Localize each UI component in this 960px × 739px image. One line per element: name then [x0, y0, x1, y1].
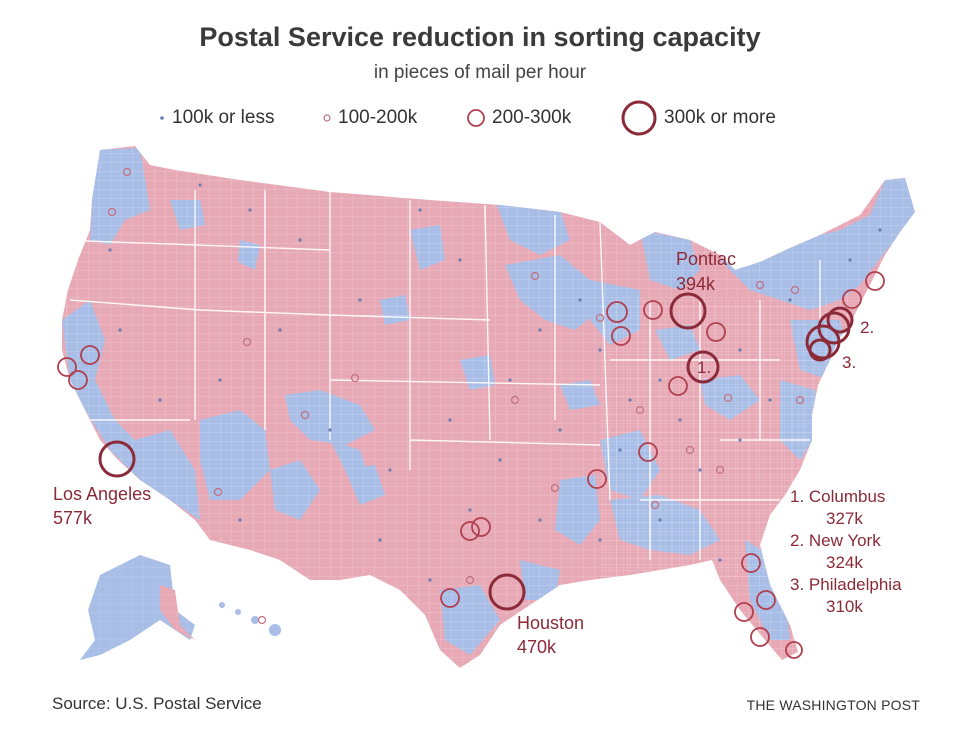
map-subtitle: in pieces of mail per hour: [373, 62, 587, 83]
legend-label: 100k or less: [172, 107, 275, 128]
footnotes: 1. Columbus 327k 2. New York 324k 3. Phi…: [790, 486, 902, 618]
callout-los-angeles-name: Los Angeles: [53, 484, 151, 504]
footnote-columbus-value: 327k: [826, 509, 863, 528]
state-borders: [62, 190, 821, 560]
legend-item-100-200k: 100-200k: [322, 100, 417, 136]
publisher-credit: THE WASHINGTON POST: [746, 697, 920, 713]
legend-item-200-300k: 200-300k: [466, 100, 571, 136]
marker-columbus: 1.: [697, 358, 711, 377]
legend-item-300k-or-more: 300k or more: [620, 100, 776, 136]
callout-houston-value: 470k: [517, 637, 557, 657]
marker-new-york: 2.: [860, 318, 874, 337]
legend-label: 300k or more: [664, 107, 776, 128]
alaska-inset: [78, 552, 198, 662]
map-title: Postal Service reduction in sorting capa…: [199, 22, 761, 52]
legend-label: 200-300k: [492, 107, 572, 128]
legend-medium-ring-icon: [467, 109, 485, 127]
callout-los-angeles-value: 577k: [53, 508, 93, 528]
footnote-new-york-label: 2. New York: [790, 531, 881, 550]
legend-large-ring-icon: [621, 100, 657, 136]
legend-dot-icon: [160, 116, 164, 120]
source-note: Source: U.S. Postal Service: [52, 694, 262, 713]
callout-pontiac-value: 394k: [676, 274, 716, 294]
small-facility-dots: [108, 183, 882, 582]
callout-pontiac-name: Pontiac: [676, 249, 736, 269]
rings-200-300k: [57, 271, 885, 659]
footnote-philadelphia-label: 3. Philadelphia: [790, 575, 902, 594]
legend-item-100k-or-less: 100k or less: [158, 100, 274, 136]
us-county-map: Los Angeles 577k Houston 470k Pontiac 39…: [53, 146, 915, 668]
rings-100-200k: [107, 167, 805, 625]
legend-small-ring-icon: [323, 114, 331, 122]
hawaii-inset: [219, 602, 281, 636]
legend-label: 100-200k: [338, 107, 418, 128]
footnote-columbus-label: 1. Columbus: [790, 487, 886, 506]
footnote-new-york-value: 324k: [826, 553, 863, 572]
legend: 100k or less 100-200k 200-300k 300k or m…: [0, 100, 960, 136]
marker-philadelphia: 3.: [842, 353, 856, 372]
footnote-philadelphia-value: 310k: [826, 597, 863, 616]
callout-houston-name: Houston: [517, 613, 584, 633]
rings-300k-or-more: [98, 292, 854, 611]
